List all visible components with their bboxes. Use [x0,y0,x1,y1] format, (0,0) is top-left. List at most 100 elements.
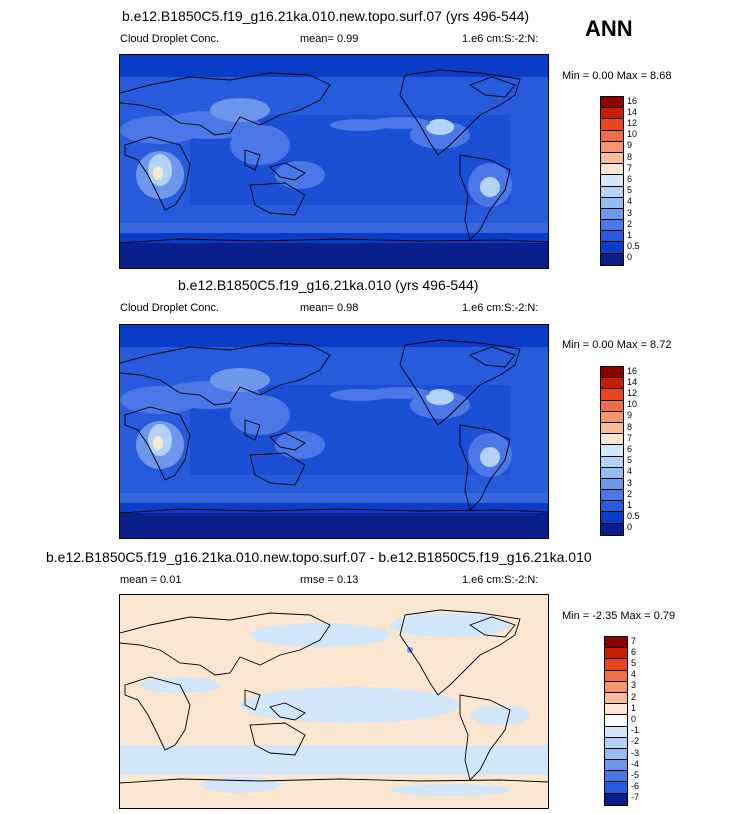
colorbar-segment [601,119,623,131]
colorbar-segment [601,197,623,209]
colorbar-tick-label: -5 [631,770,640,780]
colorbar-tick-label: 4 [627,466,633,477]
colorbar-tick-label: 6 [627,174,633,184]
colorbar-tick-label: 4 [627,196,633,207]
colorbar-segment [605,704,627,716]
colorbar-segment [601,467,623,479]
colorbar-segment [601,411,623,423]
season-label: ANN [585,16,633,41]
colorbar-segment [601,478,623,491]
colorbar-tick-label: 8 [627,151,633,162]
colorbar-tick-label: 14 [627,376,638,387]
colorbar-tick-label: 6 [627,444,633,454]
colorbar-segment [601,523,623,535]
colorbar-tick-label: 0.5 [627,511,640,522]
colorbar-tick-label: -3 [631,747,640,758]
colorbar-tick-label: 1 [627,230,633,240]
colorbar-tick-label: 7 [631,635,637,646]
colorbar-tick-label: 1 [627,500,633,510]
colorbar-tick-label: 9 [627,140,633,151]
colorbar-tick-label: 1 [631,702,637,713]
colorbar-tick-label: 9 [627,410,633,421]
colorbar-segment [601,422,623,435]
panel-1-map [119,54,549,269]
panel-3-mean-label: mean = 0.01 [120,574,182,586]
panel-3-minmax-label: Min = -2.35 Max = 0.79 [562,610,676,622]
colorbar-segment [605,715,627,727]
panel-1-units-label: 1.e6 cm:S:-2:N: [462,33,539,45]
colorbar-tick-label: 14 [627,106,638,117]
panel-1-variable-label: Cloud Droplet Conc. [120,33,220,45]
colorbar-tick-label: 3 [631,680,637,691]
colorbar-tick-label: 3 [627,477,633,488]
panel-1-minmax-label: Min = 0.00 Max = 8.68 [562,70,672,82]
colorbar-tick-label: -4 [631,758,640,769]
colorbar-segment [601,220,623,232]
panel-2-colorbar [600,366,624,536]
panel-3-units-label: 1.e6 cm:S:-2:N: [462,574,539,586]
colorbar-tick-label: 3 [627,207,633,218]
colorbar-tick-label: -7 [631,792,640,803]
colorbar-tick-label: 0 [627,252,633,263]
colorbar-tick-label: -2 [631,736,640,747]
colorbar-segment [605,692,627,705]
panel-1-title: b.e12.B1850C5.f19_g16.21ka.010.new.topo.… [122,8,530,24]
panel-3-map [119,594,549,809]
colorbar-tick-label: 2 [627,218,633,229]
colorbar-segment [601,490,623,502]
colorbar-segment [601,141,623,153]
colorbar-tick-label: 2 [627,488,633,499]
panel-2-title: b.e12.B1850C5.f19_g16.21ka.010 (yrs 496-… [178,277,479,293]
colorbar-segment [601,108,623,120]
colorbar-segment [601,400,623,412]
panel-3-rmse-label: rmse = 0.13 [300,574,359,586]
panel-1-colorbar [600,96,624,266]
panel-3-colorbar [604,636,628,806]
colorbar-tick-label: 5 [631,658,637,668]
colorbar-segment [601,164,623,176]
colorbar-tick-label: -1 [631,725,640,736]
colorbar-segment [601,175,623,187]
colorbar-segment [601,242,623,254]
colorbar-segment [605,648,627,660]
colorbar-tick-label: 8 [627,421,633,432]
panel-1-colorbar-labels: 16 14 12 10 9 8 7 6 5 4 3 2 1 0.5 0 [627,96,667,264]
colorbar-tick-label: 0.5 [627,241,640,252]
colorbar-segment [605,670,627,682]
colorbar-segment [605,782,627,794]
colorbar-tick-label: 10 [627,129,638,140]
colorbar-tick-label: 7 [627,432,633,443]
colorbar-segment [601,97,623,109]
panel-2-colorbar-labels: 16 14 12 10 9 8 7 6 5 4 3 2 1 0.5 0 [627,366,667,534]
colorbar-segment [601,378,623,390]
colorbar-segment [605,659,627,671]
colorbar-segment [605,760,627,772]
colorbar-segment [605,771,627,783]
colorbar-segment [601,445,623,457]
colorbar-segment [601,208,623,221]
colorbar-tick-label: 7 [627,162,633,173]
colorbar-tick-label: 0 [631,714,637,724]
panel-2-units-label: 1.e6 cm:S:-2:N: [462,302,539,314]
colorbar-segment [605,637,627,649]
colorbar-tick-label: 12 [627,388,638,398]
colorbar-segment [605,726,627,738]
colorbar-segment [605,737,627,749]
colorbar-segment [601,456,623,468]
colorbar-tick-label: 6 [631,646,637,657]
colorbar-tick-label: 0 [627,522,633,533]
colorbar-segment [601,434,623,446]
colorbar-segment [601,130,623,142]
colorbar-tick-label: 16 [627,95,638,106]
colorbar-tick-label: 2 [631,691,637,702]
colorbar-segment [601,367,623,379]
colorbar-tick-label: 5 [627,185,633,196]
colorbar-tick-label: -6 [631,781,640,792]
panel-2-mean-label: mean= 0.98 [300,302,359,314]
colorbar-segment [601,152,623,165]
panel-1-mean-label: mean= 0.99 [300,33,359,45]
colorbar-segment [601,389,623,401]
colorbar-segment [601,253,623,265]
colorbar-tick-label: 10 [627,399,638,410]
colorbar-tick-label: 5 [627,455,633,466]
